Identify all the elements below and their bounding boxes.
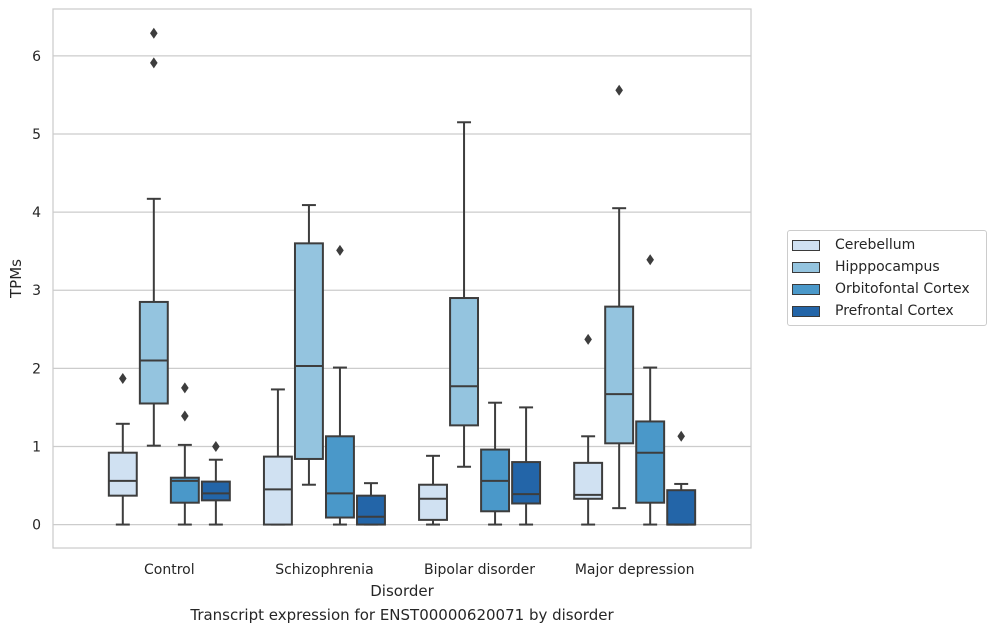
outlier-point (150, 27, 158, 39)
legend-label-cerebellum: Cerebellum (835, 237, 916, 253)
legend-swatch-prefrontal (792, 305, 820, 317)
figure-caption: Transcript expression for ENST0000062007… (190, 606, 614, 624)
iqr-box (324, 435, 355, 519)
y-tick-label: 3 (32, 283, 41, 299)
box-schizophrenia-orbitofontal-cortex (324, 244, 355, 526)
x-axis-label: Disorder (370, 582, 434, 600)
outlier-point (584, 333, 592, 345)
legend-label-prefrontal: Prefrontal Cortex (835, 303, 954, 319)
legend-item-cerebellum: Cerebellum (792, 235, 915, 255)
iqr-box (200, 480, 231, 502)
iqr-box (418, 483, 448, 521)
iqr-box (635, 420, 666, 504)
y-tick-label: 2 (32, 361, 41, 377)
box-control-hipppocampus (138, 27, 169, 447)
x-tick-label: Major depression (575, 562, 695, 578)
box-schizophrenia-hipppocampus (293, 204, 324, 486)
outlier-point (181, 410, 189, 422)
x-tick-label: Control (144, 562, 195, 578)
iqr-box (511, 461, 542, 505)
y-tick-labels: 0 1 2 3 4 5 6 (32, 49, 41, 534)
outlier-point (336, 244, 344, 256)
outlier-point (677, 430, 685, 442)
outlier-point (615, 84, 623, 96)
legend-swatch-hippocampus (792, 261, 820, 273)
legend: Cerebellum Hipppocampus Orbitofontal Cor… (787, 230, 987, 326)
iqr-box (107, 451, 138, 497)
gridlines (53, 55, 751, 526)
iqr-box (573, 461, 604, 500)
box-control-prefrontal-cortex (200, 440, 231, 526)
box-bipolar-disorder-cerebellum (418, 454, 448, 526)
box-bipolar-disorder-hipppocampus (449, 121, 480, 468)
legend-swatch-orbitofrontal (792, 283, 820, 295)
box-groups (107, 27, 697, 526)
outlier-point (646, 254, 654, 266)
iqr-box (138, 300, 169, 405)
iqr-box (449, 297, 480, 427)
iqr-box (604, 305, 635, 445)
outlier-point (212, 440, 220, 452)
outlier-point (150, 57, 158, 69)
box-major-depression-cerebellum (573, 333, 604, 526)
box-bipolar-disorder-prefrontal-cortex (511, 406, 542, 526)
outlier-point (119, 372, 127, 384)
legend-label-orbitofrontal: Orbitofontal Cortex (835, 281, 970, 297)
x-tick-labels: Control Schizophrenia Bipolar disorder Majo… (144, 562, 694, 578)
iqr-box (293, 242, 324, 460)
iqr-box (356, 494, 386, 526)
y-axis-label: TPMs (7, 259, 25, 299)
iqr-box (169, 476, 200, 504)
x-tick-label: Schizophrenia (275, 562, 373, 578)
outlier-point (181, 382, 189, 394)
y-tick-label: 4 (32, 205, 41, 221)
legend-swatch-cerebellum (792, 239, 820, 251)
legend-item-prefrontal: Prefrontal Cortex (792, 301, 954, 321)
plot-area-frame (52, 8, 752, 549)
box-bipolar-disorder-orbitofontal-cortex (480, 401, 511, 526)
legend-item-orbitofrontal: Orbitofontal Cortex (792, 279, 970, 299)
box-control-orbitofontal-cortex (169, 382, 200, 526)
y-tick-label: 0 (32, 518, 41, 534)
legend-item-hippocampus: Hipppocampus (792, 257, 940, 277)
box-major-depression-orbitofontal-cortex (635, 254, 666, 526)
iqr-box (666, 489, 697, 526)
iqr-box (262, 455, 293, 526)
x-tick-label: Bipolar disorder (424, 562, 535, 578)
box-control-cerebellum (107, 372, 138, 526)
y-tick-label: 1 (32, 439, 41, 455)
box-schizophrenia-prefrontal-cortex (356, 482, 386, 526)
box-schizophrenia-cerebellum (262, 388, 293, 526)
box-major-depression-hipppocampus (604, 84, 635, 510)
y-tick-label: 5 (32, 127, 41, 143)
box-major-depression-prefrontal-cortex (666, 430, 697, 526)
y-tick-label: 6 (32, 49, 41, 65)
legend-label-hippocampus: Hipppocampus (835, 259, 940, 275)
